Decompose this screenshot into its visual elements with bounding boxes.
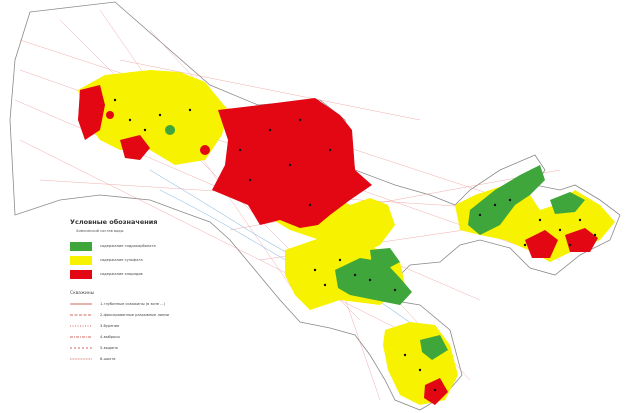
legend-swatch — [70, 241, 92, 251]
legend-line-icon — [70, 336, 92, 337]
legend-item: содержание хлоридов — [70, 267, 210, 281]
bicarbonate-zones — [165, 125, 585, 360]
legend-item-label: содержание гидрокарбоната — [100, 244, 156, 248]
legend-line-icon — [70, 325, 92, 326]
legend-swatch — [70, 269, 92, 279]
legend-well-label: 3-бурение — [100, 323, 120, 328]
legend-title: Условные обозначения — [70, 218, 158, 226]
legend-item-label: содержание хлоридов — [100, 272, 143, 276]
legend-well-item: 4-выбросы — [70, 331, 210, 342]
well-dots — [113, 98, 597, 392]
legend-item: содержание сульфата — [70, 253, 210, 267]
legend-swatch — [70, 255, 92, 265]
legend-item-label: содержание сульфата — [100, 258, 143, 262]
chloride-zones — [78, 85, 598, 405]
legend-line-icon — [70, 314, 92, 315]
legend-well-item: 2-фиксированные разрывные линии — [70, 309, 210, 320]
legend-well-item: 6-шахта — [70, 353, 210, 364]
legend-well-label: 5-выдано — [100, 345, 118, 350]
legend-line-icon — [70, 347, 92, 348]
legend-subtitle: Химический состав воды — [76, 229, 124, 233]
legend-well-item: 3-бурение — [70, 320, 210, 331]
legend-well-label: 2-фиксированные разрывные линии — [100, 312, 169, 317]
legend-well-label: 4-выбросы — [100, 334, 121, 339]
legend-well-label: 1-глубинные скважины (в зоне ...) — [100, 301, 166, 306]
legend-line-icon — [70, 358, 92, 359]
legend-well-item: 5-выдано — [70, 342, 210, 353]
legend-item: содержание гидрокарбоната — [70, 239, 210, 253]
legend-well-item: 1-глубинные скважины (в зоне ...) — [70, 298, 210, 309]
legend-well-label: 6-шахта — [100, 356, 116, 361]
legend-line-icon — [70, 303, 92, 304]
legend-wells-title: Скважины — [70, 291, 95, 296]
map-legend: Условные обозначения Химический состав в… — [70, 218, 210, 364]
